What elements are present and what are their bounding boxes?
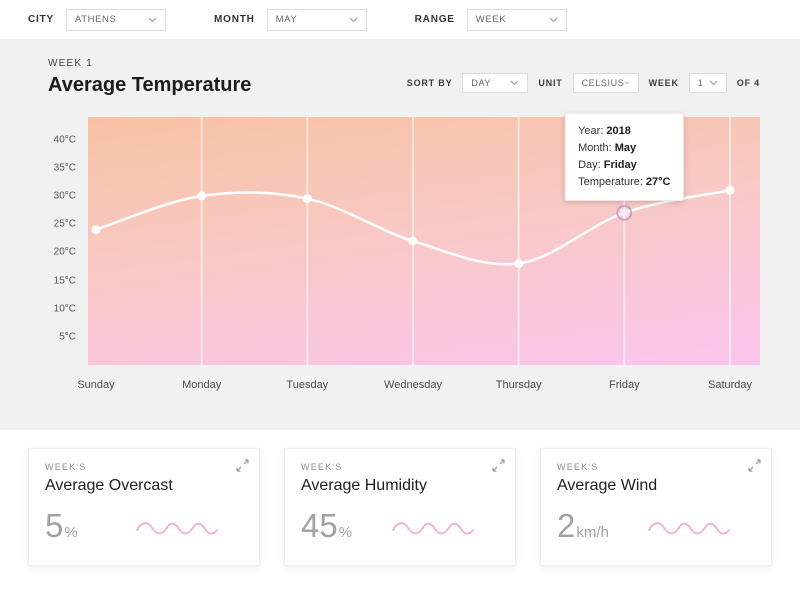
highlight-ring [616, 205, 633, 221]
chevron-down-icon [624, 81, 630, 85]
card-value: 45 % [301, 507, 353, 544]
week-select-label: WEEK [648, 78, 679, 88]
week-total-label: OF 4 [736, 78, 760, 88]
card-value: 5 % [45, 507, 78, 544]
overcast-card: WEEK'S Average Overcast 5 % [28, 448, 260, 566]
unit-value: CELSIUS [581, 78, 625, 88]
y-tick-label: 15°C [53, 275, 76, 286]
sparkline [136, 522, 218, 535]
tooltip-row: Month: May [578, 141, 637, 154]
y-tick-label: 25°C [53, 218, 76, 230]
panel-header: WEEK 1 Average Temperature SORT BY DAY U… [48, 58, 760, 97]
city-filter: CITY ATHENS [28, 8, 166, 31]
y-tick-label: 35°C [53, 162, 76, 174]
card-body: 5 % [45, 507, 243, 545]
card-title: Average Humidity [301, 477, 427, 494]
page-title: Average Temperature [48, 74, 252, 96]
unit-label: UNIT [538, 78, 563, 88]
card-kicker: WEEK'S [45, 462, 87, 472]
tooltip-row: Temperature: 27°C [578, 175, 671, 188]
card-kicker: WEEK'S [301, 462, 343, 472]
month-filter: MONTH MAY [213, 8, 367, 31]
range-select[interactable]: WEEK [466, 8, 567, 31]
sort-by-label: SORT BY [406, 78, 453, 88]
range-label: RANGE [414, 14, 455, 25]
x-axis-labels: Sunday Monday Tuesday Wednesday Thursday Frid… [77, 379, 760, 405]
chart-column: Year: 2018 Month: May Day: Friday Temperatu… [77, 112, 760, 405]
chart-point[interactable] [91, 225, 101, 235]
x-axis-label: Monday [182, 379, 222, 391]
x-axis-label: Thursday [495, 379, 542, 391]
panel-controls: SORT BY DAY UNIT CELSIUS WEEK 1 OF 4 [407, 73, 760, 93]
chart-tooltip: Year: 2018 Month: May Day: Friday Temperatu… [565, 112, 684, 201]
chevron-down-icon [510, 80, 519, 86]
chevron-down-icon [349, 17, 358, 22]
week-select-value: 1 [697, 78, 704, 88]
temperature-panel: WEEK 1 Average Temperature SORT BY DAY U… [0, 40, 800, 430]
panel-title-block: WEEK 1 Average Temperature [48, 58, 251, 97]
chart-plot-area[interactable]: Year: 2018 Month: May Day: Friday Temperatu… [88, 112, 760, 365]
range-filter: RANGE WEEK [414, 8, 567, 31]
chevron-down-icon [709, 80, 718, 86]
x-axis-label: Sunday [77, 379, 115, 391]
city-select-value: ATHENS [74, 14, 117, 25]
y-tick-label: 20°C [53, 246, 76, 258]
temperature-chart: 40°C 35°C 30°C 25°C 20°C 15°C 10°C 5°C Year: 201… [48, 112, 760, 405]
month-select[interactable]: MAY [266, 8, 367, 31]
card-body: 45 % [301, 507, 499, 545]
expand-icon[interactable] [748, 459, 761, 472]
week-label: WEEK 1 [48, 58, 93, 69]
x-axis-label: Wednesday [384, 379, 442, 391]
wind-card: WEEK'S Average Wind 2 km/h [540, 448, 772, 566]
card-kicker: WEEK'S [557, 462, 599, 472]
card-title: Average Overcast [45, 477, 173, 494]
range-select-value: WEEK [475, 14, 507, 25]
temperature-line-svg [91, 117, 735, 365]
y-axis: 40°C 35°C 30°C 25°C 20°C 15°C 10°C 5°C [48, 117, 88, 365]
month-select-value: MAY [275, 14, 298, 25]
tooltip-row: Day: Friday [578, 158, 637, 171]
sort-by-value: DAY [471, 78, 492, 88]
summary-cards: WEEK'S Average Overcast 5 % WEEK'S Avera… [0, 430, 800, 600]
x-axis-label: Saturday [707, 379, 753, 391]
card-body: 2 km/h [557, 507, 755, 545]
card-title: Average Wind [557, 477, 658, 494]
x-axis-label: Tuesday [286, 379, 329, 391]
city-label: CITY [28, 14, 54, 25]
x-axis-label: Friday [609, 379, 640, 391]
y-tick-label: 10°C [53, 303, 76, 315]
chart-point[interactable] [197, 191, 207, 201]
humidity-card: WEEK'S Average Humidity 45 % [284, 448, 516, 566]
y-tick-label: 30°C [53, 190, 76, 202]
week-select[interactable]: 1 [688, 73, 727, 93]
sparkline [648, 522, 730, 535]
sparkline [392, 522, 474, 535]
card-value: 2 km/h [557, 507, 609, 544]
chevron-down-icon [148, 17, 157, 22]
chart-point[interactable] [408, 236, 418, 246]
chevron-down-icon [549, 17, 558, 22]
sort-by-select[interactable]: DAY [462, 73, 529, 93]
unit-select[interactable]: CELSIUS [572, 73, 639, 93]
city-select[interactable]: ATHENS [65, 8, 166, 31]
top-filter-bar: CITY ATHENS MONTH MAY RANGE WEEK [0, 0, 800, 40]
y-tick-label: 5°C [59, 331, 76, 343]
chart-point[interactable] [302, 194, 312, 204]
chart-point[interactable] [725, 185, 735, 195]
tooltip-row: Year: 2018 [578, 124, 631, 137]
y-tick-label: 40°C [53, 134, 76, 145]
chart-point[interactable] [514, 259, 524, 268]
chart-point[interactable] [619, 208, 629, 218]
expand-icon[interactable] [492, 459, 505, 472]
month-label: MONTH [213, 14, 255, 25]
expand-icon[interactable] [236, 459, 249, 472]
